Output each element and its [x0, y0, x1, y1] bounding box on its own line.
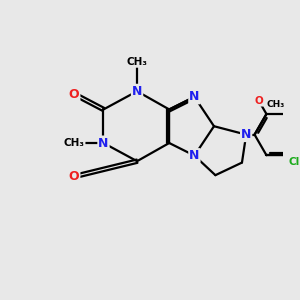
- Text: N: N: [189, 149, 200, 162]
- Text: O: O: [254, 96, 263, 106]
- Text: N: N: [132, 85, 142, 98]
- Text: CH₃: CH₃: [64, 138, 85, 148]
- Text: N: N: [189, 90, 200, 103]
- Text: O: O: [69, 170, 80, 183]
- Text: Cl: Cl: [289, 158, 300, 167]
- Text: N: N: [241, 128, 251, 141]
- Text: CH₃: CH₃: [266, 100, 285, 109]
- Text: CH₃: CH₃: [127, 57, 148, 67]
- Text: N: N: [98, 136, 109, 149]
- Text: O: O: [69, 88, 80, 100]
